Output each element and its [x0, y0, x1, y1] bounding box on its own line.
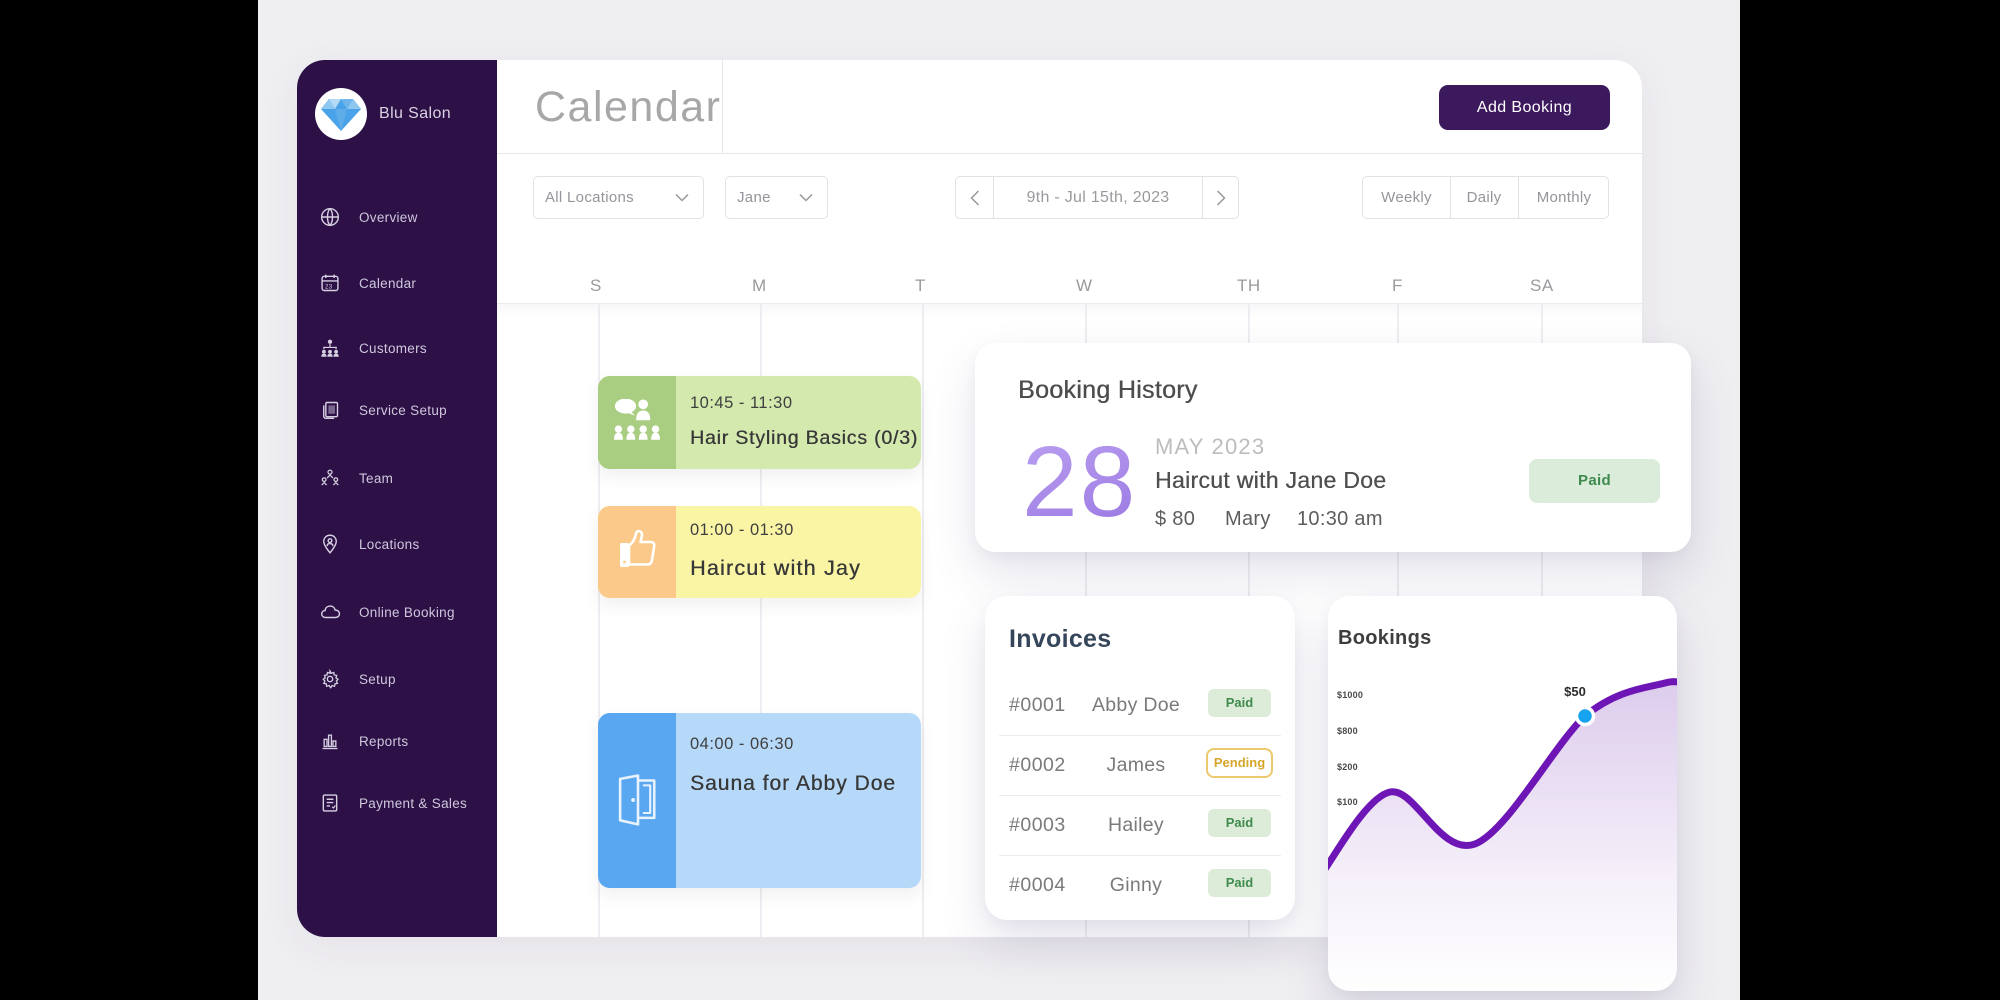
- svg-text:23: 23: [325, 283, 333, 290]
